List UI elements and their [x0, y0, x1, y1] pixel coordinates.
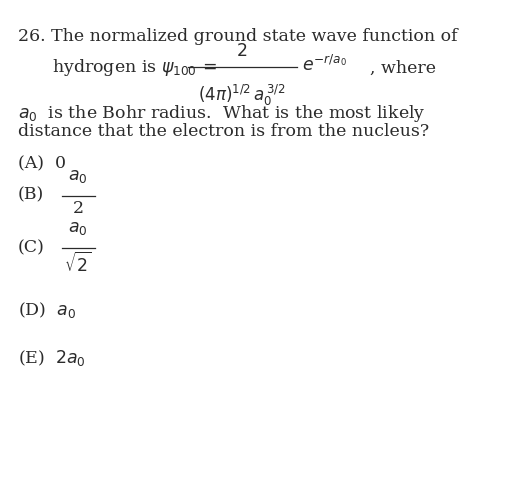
Text: $2$: $2$	[236, 44, 248, 61]
Text: distance that the electron is from the nucleus?: distance that the electron is from the n…	[18, 123, 429, 140]
Text: $a_0$: $a_0$	[68, 219, 88, 236]
Text: (A)  0: (A) 0	[18, 155, 66, 172]
Text: hydrogen is $\psi_{100}\,=$: hydrogen is $\psi_{100}\,=$	[52, 58, 217, 78]
Text: (D)  $a_0$: (D) $a_0$	[18, 300, 76, 319]
Text: 26. The normalized ground state wave function of: 26. The normalized ground state wave fun…	[18, 28, 458, 45]
Text: $e^{-r/a_0}$: $e^{-r/a_0}$	[302, 55, 347, 75]
Text: (B): (B)	[18, 186, 44, 203]
Text: (E)  $2a_0$: (E) $2a_0$	[18, 347, 86, 367]
Text: $\sqrt{2}$: $\sqrt{2}$	[64, 252, 92, 276]
Text: $a_0$: $a_0$	[68, 168, 88, 185]
Text: $a_0$  is the Bohr radius.  What is the most likely: $a_0$ is the Bohr radius. What is the mo…	[18, 103, 425, 124]
Text: 2: 2	[72, 199, 84, 216]
Text: , where: , where	[370, 60, 436, 76]
Text: (C): (C)	[18, 239, 45, 256]
Text: $(4\pi)^{1/2}\,a_0^{\,3/2}$: $(4\pi)^{1/2}\,a_0^{\,3/2}$	[199, 82, 285, 108]
